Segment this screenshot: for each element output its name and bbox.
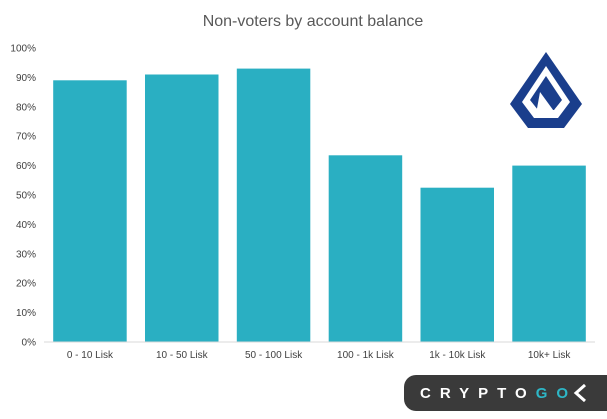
x-tick-label: 1k - 10k Lisk	[429, 350, 486, 361]
x-tick-label: 10k+ Lisk	[528, 350, 572, 361]
chevron-icon	[573, 384, 587, 402]
cryptogo-badge: CRYPTO GO	[404, 375, 607, 411]
y-tick-label: 70%	[16, 132, 36, 143]
y-tick-label: 10%	[16, 308, 36, 319]
lisk-logo-icon	[510, 52, 582, 128]
x-tick-label: 0 - 10 Lisk	[67, 350, 114, 361]
y-tick-label: 90%	[16, 73, 36, 84]
bar	[512, 165, 586, 342]
x-tick-label: 100 - 1k Lisk	[337, 350, 395, 361]
bar	[145, 74, 219, 342]
badge-suffix: GO	[535, 384, 578, 402]
y-tick-label: 20%	[16, 279, 36, 290]
bar	[420, 187, 494, 342]
y-tick-label: 40%	[16, 220, 36, 231]
y-tick-label: 30%	[16, 249, 36, 260]
badge-text: CRYPTO	[420, 384, 536, 402]
y-tick-label: 0%	[22, 338, 37, 349]
bar	[328, 155, 403, 342]
y-axis: 0% 10% 20% 30% 40% 50% 60% 70% 80% 90% 100%	[10, 44, 36, 349]
y-tick-label: 60%	[16, 161, 36, 172]
chart-title: Non-voters by account balance	[203, 13, 424, 30]
x-axis: 0 - 10 Lisk 10 - 50 Lisk 50 - 100 Lisk 100 …	[67, 350, 572, 361]
x-tick-label: 10 - 50 Lisk	[156, 350, 209, 361]
y-tick-label: 50%	[16, 191, 36, 202]
x-tick-label: 50 - 100 Lisk	[245, 350, 303, 361]
bars	[53, 68, 586, 343]
bar	[53, 80, 127, 343]
y-tick-label: 80%	[16, 102, 36, 113]
y-tick-label: 100%	[10, 44, 36, 55]
bar	[236, 68, 311, 342]
